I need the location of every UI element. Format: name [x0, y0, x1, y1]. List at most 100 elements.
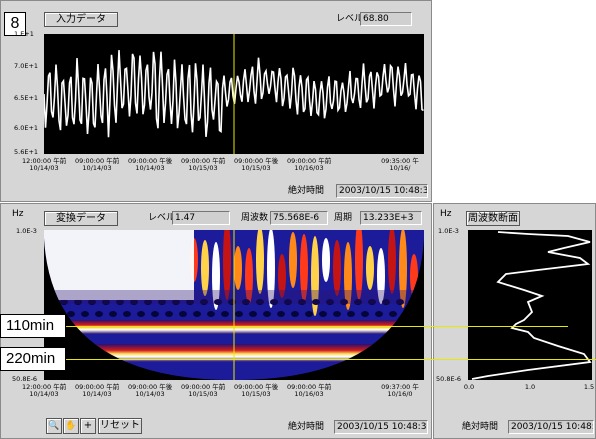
reset-button[interactable]: リセット [98, 418, 142, 434]
wavelet-x-tick-4: 09:00:00 午後 10/15/03 [234, 383, 279, 398]
top-x-tick-3: 09:00:00 午前 10/15/03 [181, 157, 226, 172]
transform-data-button[interactable]: 変換データ [44, 211, 118, 226]
top-absolute-time-label: 絶対時間 [288, 186, 325, 196]
scalogram-blob [278, 254, 286, 298]
scalogram-blob [300, 234, 308, 302]
scalogram-dot [291, 311, 299, 317]
scalogram-dot [67, 311, 75, 317]
spectrum-curve [471, 231, 592, 380]
scalogram-dot [88, 299, 96, 305]
scalogram-blob [267, 230, 275, 308]
scalogram-dot [410, 299, 418, 305]
top-x-tick-4: 09:00:00 午後 10/15/03 [234, 157, 279, 172]
scalogram-dot [333, 311, 341, 317]
period-label: 周期 [334, 213, 353, 223]
scalogram-dot [242, 299, 250, 305]
top-y-tick-0: 1.E+1 [14, 30, 34, 38]
scalogram-dot [158, 299, 166, 305]
scalogram-dot [354, 299, 362, 305]
scalogram-dot [95, 311, 103, 317]
pan-tool-button[interactable]: ✋ [63, 418, 79, 434]
input-signal-plot[interactable] [44, 34, 424, 154]
wavelet-x-tick-5: 09:00:00 午前 10/16/03 [287, 383, 332, 398]
scalogram-dot [151, 311, 159, 317]
scalogram-dot [368, 299, 376, 305]
wavelet-hz-label: Hz [12, 209, 24, 219]
scalogram-dot [235, 311, 243, 317]
period-value: 13.233E+3 [360, 211, 422, 225]
scalogram-dot [165, 311, 173, 317]
scalogram-dot [130, 299, 138, 305]
scalogram-dot [179, 311, 187, 317]
scalogram-dot [326, 299, 334, 305]
top-y-tick-3: 6.0E+1 [14, 124, 39, 132]
scalogram-blob [311, 236, 319, 316]
scalogram-dot [410, 327, 418, 333]
spectrum-y-top: 1.0E-3 [438, 227, 459, 235]
spectrum-hz-label: Hz [440, 209, 452, 219]
top-x-tick-1: 09:00:00 午前 10/14/03 [75, 157, 120, 172]
top-absolute-time-value: 2003/10/15 10:48:30 [336, 184, 428, 198]
scalogram-dot [361, 311, 369, 317]
wavelet-x-tick-1: 09:00:00 午前 10/14/03 [75, 383, 120, 398]
scalogram-dot [214, 299, 222, 305]
scalogram-dot [277, 311, 285, 317]
top-level-value: 68.80 [360, 12, 412, 26]
scalogram-dot [340, 299, 348, 305]
frequency-section-plot[interactable] [468, 230, 592, 380]
scalogram-blob [355, 230, 363, 300]
wavelet-scalogram[interactable] [44, 230, 424, 380]
spectrum-x-tick-1: 1.0 [524, 383, 536, 391]
scalogram-dot [375, 311, 383, 317]
top-y-tick-4: 5.6E+1 [14, 148, 39, 156]
input-data-button[interactable]: 入力データ [44, 12, 118, 27]
scalogram-dot [305, 311, 313, 317]
top-x-tick-0: 12:00:00 午前 10/14/03 [22, 157, 67, 172]
top-x-tick-2: 09:00:00 午後 10/14/03 [128, 157, 173, 172]
wavelet-x-tick-2: 09:00:00 午後 10/14/03 [128, 383, 173, 398]
scalogram-blob [344, 242, 352, 310]
wavelet-level-label: レベル [148, 213, 176, 223]
frequency-section-button[interactable]: 周波数断面 [466, 211, 520, 226]
wavelet-absolute-time-label: 絶対時間 [288, 422, 325, 432]
scalogram-dot [102, 299, 110, 305]
scalogram-blob [201, 240, 209, 296]
top-y-tick-2: 6.5E+1 [14, 94, 39, 102]
scalogram-blob [322, 238, 330, 282]
scalogram-dot [382, 299, 390, 305]
wavelet-x-tick-0: 12:00:00 午前 10/14/03 [22, 383, 67, 398]
scalogram-dot [46, 299, 54, 305]
line-220min [0, 359, 596, 360]
top-level-label: レベル [336, 14, 364, 24]
scalogram-dot [298, 299, 306, 305]
scalogram-blob [388, 230, 396, 294]
scalogram-dot [186, 299, 194, 305]
scalogram-dot [172, 299, 180, 305]
scalogram-blob [212, 242, 220, 310]
scalogram-blob [234, 246, 242, 290]
scalogram-dot [116, 299, 124, 305]
scalogram-blob [377, 248, 385, 304]
scalogram-dot [109, 311, 117, 317]
spectrum-x-tick-2: 1.5 [583, 383, 595, 391]
scalogram-blob [256, 230, 264, 294]
scalogram-dot [396, 327, 404, 333]
scalogram-dot [249, 311, 257, 317]
spectrum-absolute-time-value: 2003/10/15 10:48:30 [508, 420, 594, 434]
zoom-tool-button[interactable]: 🔍 [46, 418, 62, 434]
scalogram-blob [333, 240, 341, 296]
spectrum-absolute-time-label: 絶対時間 [462, 422, 499, 432]
frequency-value: 75.568E-6 [270, 211, 328, 225]
scalogram-blob [289, 232, 297, 288]
scalogram-dot [81, 311, 89, 317]
scalogram-dot [417, 311, 424, 317]
top-x-tick-6: 09:35:00 午 10/16/ [381, 157, 419, 172]
cursor-tool-button[interactable]: + [80, 418, 96, 434]
scalogram-dot [123, 311, 131, 317]
scalogram-dot [200, 299, 208, 305]
callout-220min: 220min [0, 347, 66, 371]
scalogram-blob [223, 230, 231, 300]
scalogram-dot [403, 311, 411, 317]
wavelet-absolute-time-value: 2003/10/15 10:48:30 [334, 420, 428, 434]
wavelet-level-value: 1.47 [172, 211, 230, 225]
